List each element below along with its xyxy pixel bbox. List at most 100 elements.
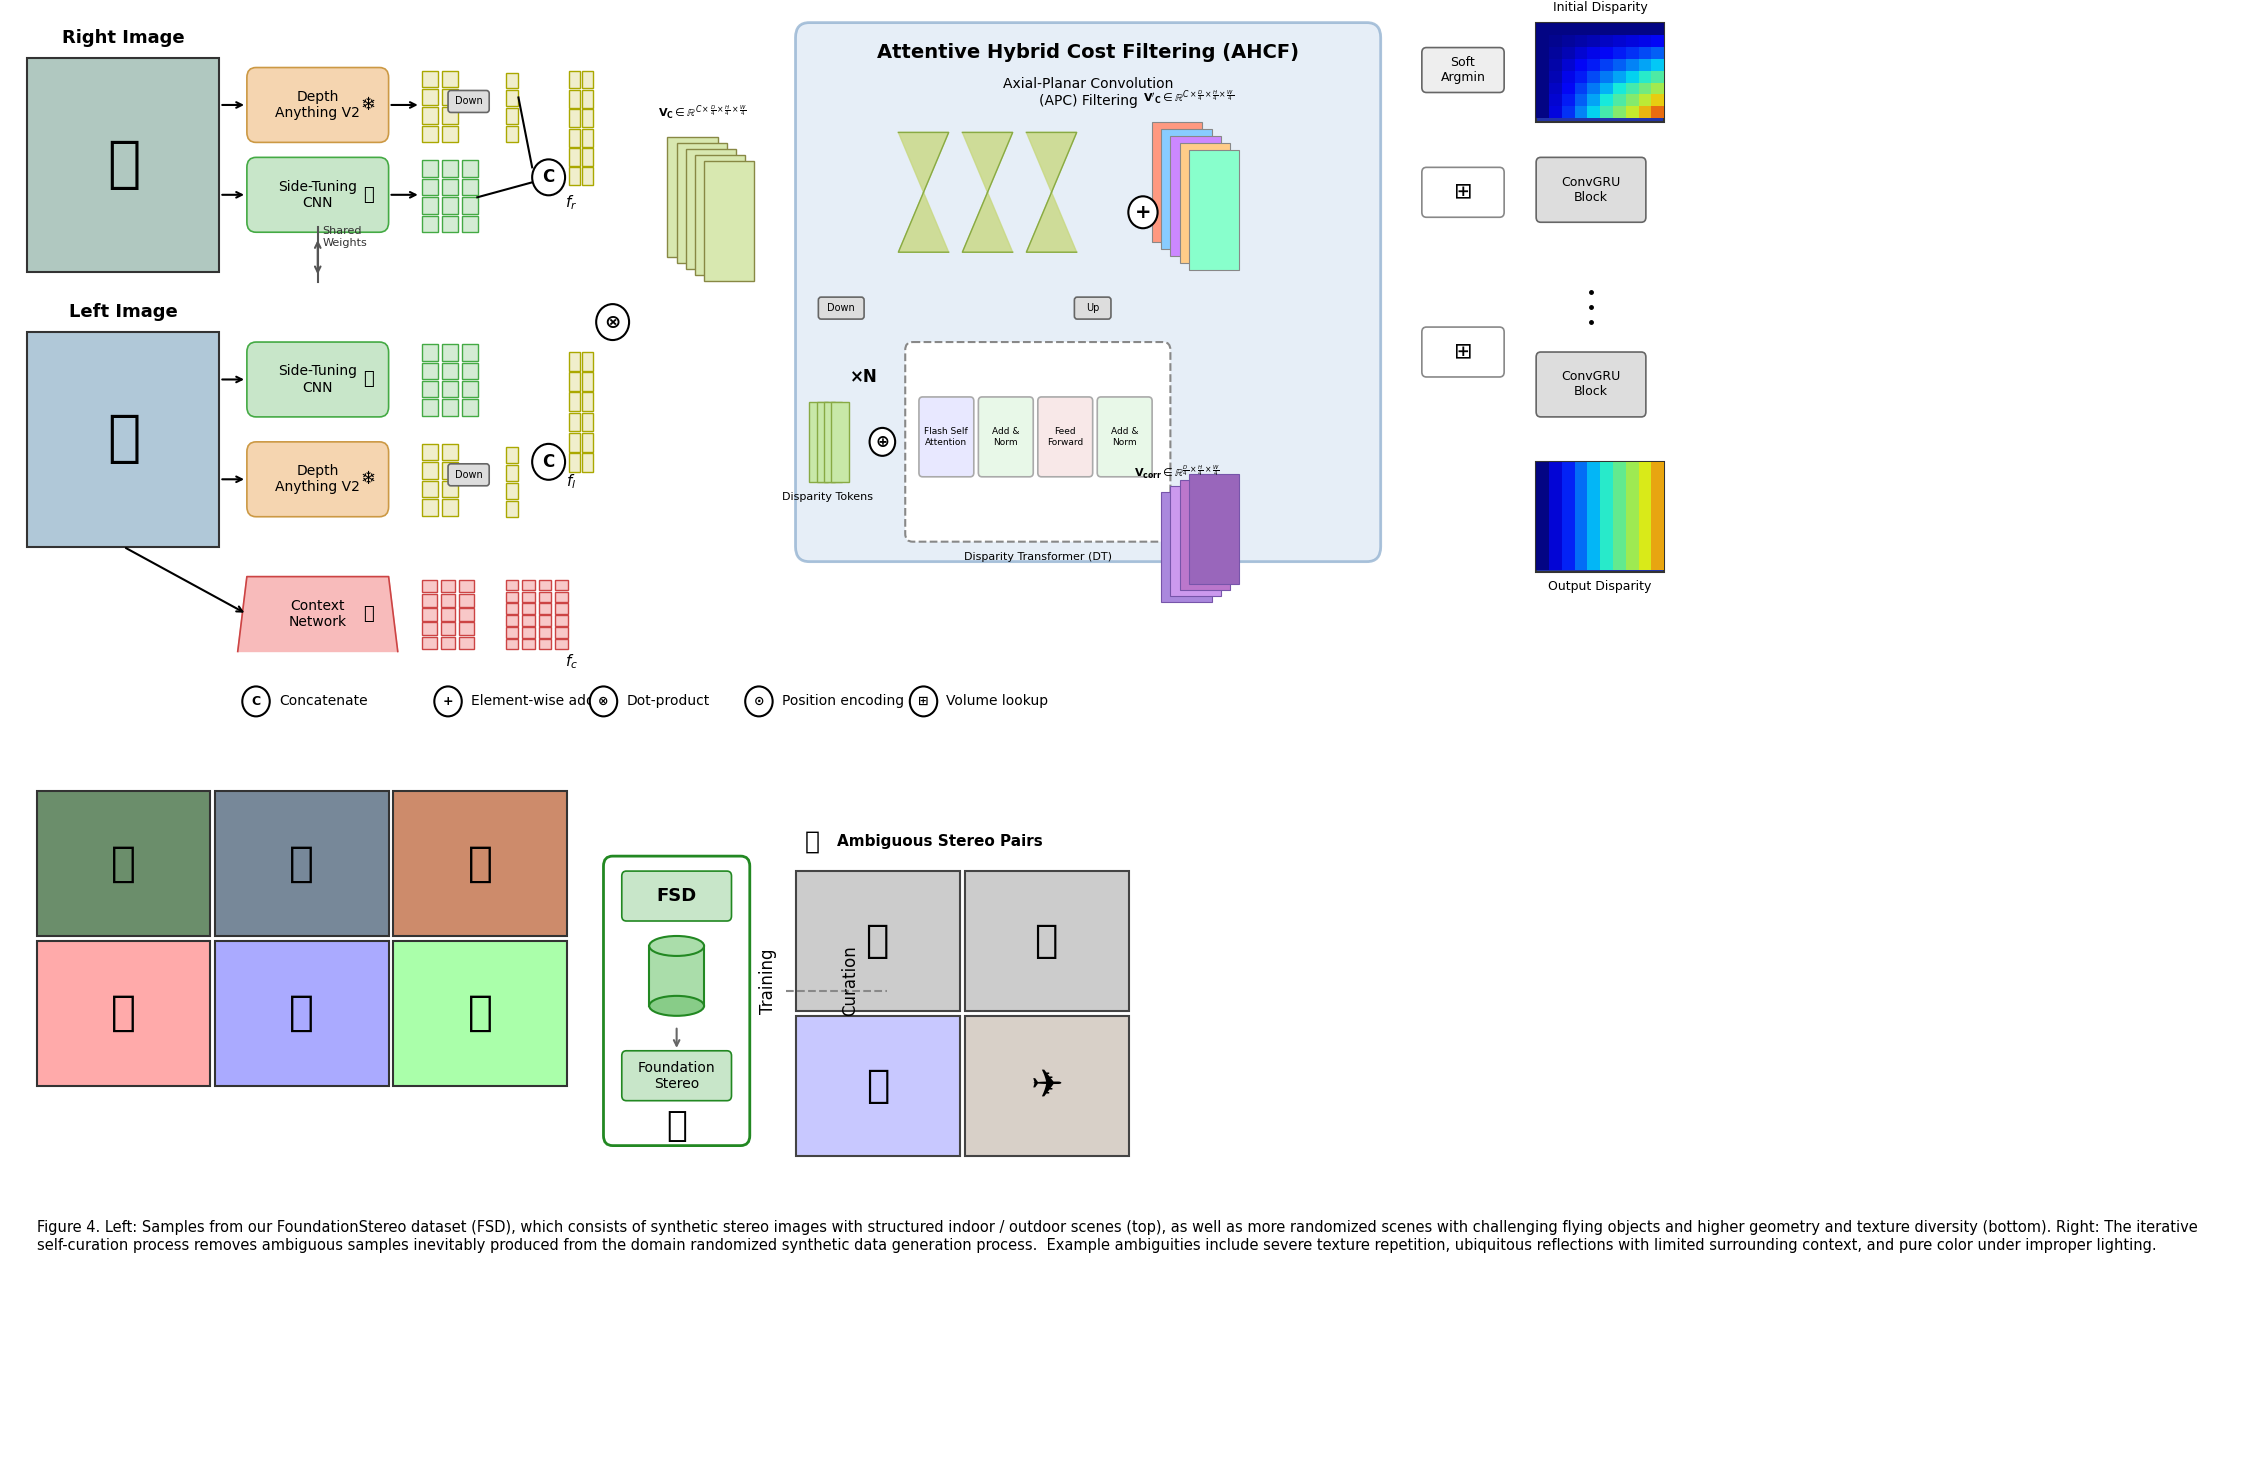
Text: ⊞: ⊞ <box>1454 182 1472 203</box>
Bar <box>422 462 438 479</box>
Text: ConvGRU
Block: ConvGRU Block <box>1562 176 1620 205</box>
Bar <box>1600 46 1613 59</box>
Bar <box>505 126 518 142</box>
Bar <box>554 627 568 637</box>
Bar <box>523 615 534 625</box>
Text: +: + <box>442 695 453 708</box>
Bar <box>1600 34 1613 46</box>
Bar <box>1548 474 1562 486</box>
Bar <box>1600 59 1613 71</box>
Bar <box>440 608 456 621</box>
Text: ✈️: ✈️ <box>1030 1067 1064 1104</box>
Bar <box>1548 510 1562 522</box>
Bar <box>1575 34 1587 46</box>
Bar <box>568 148 579 166</box>
Text: Side-Tuning
CNN: Side-Tuning CNN <box>278 179 357 210</box>
Text: Side-Tuning
CNN: Side-Tuning CNN <box>278 365 357 394</box>
Bar <box>215 941 388 1086</box>
Bar <box>1562 534 1575 545</box>
Text: 〰️: 〰️ <box>866 922 889 960</box>
Bar <box>422 445 438 461</box>
Bar <box>1537 510 1548 522</box>
Bar <box>523 579 534 590</box>
Bar <box>440 579 456 593</box>
Bar <box>505 448 518 462</box>
Text: ×N: ×N <box>850 368 877 385</box>
Bar <box>1600 545 1613 557</box>
FancyBboxPatch shape <box>1423 328 1503 376</box>
Bar <box>1600 95 1613 107</box>
Bar <box>965 1015 1129 1156</box>
Bar <box>1562 59 1575 71</box>
Bar <box>1537 83 1548 95</box>
FancyBboxPatch shape <box>819 296 864 319</box>
Bar <box>1638 83 1652 95</box>
Bar <box>1537 522 1548 534</box>
Bar <box>1562 474 1575 486</box>
FancyBboxPatch shape <box>247 68 388 142</box>
Text: Down: Down <box>456 96 482 107</box>
Bar <box>1652 71 1665 83</box>
Bar <box>581 353 592 370</box>
Bar <box>1600 462 1613 474</box>
Bar <box>1575 83 1587 95</box>
Bar <box>797 871 960 1011</box>
Circle shape <box>909 686 938 716</box>
Bar <box>36 941 211 1086</box>
Bar <box>442 400 458 416</box>
Bar <box>1575 545 1587 557</box>
Bar <box>554 579 568 590</box>
Bar <box>581 393 592 411</box>
Text: ConvGRU
Block: ConvGRU Block <box>1562 370 1620 399</box>
Bar <box>1652 46 1665 59</box>
Bar <box>1587 557 1600 569</box>
Text: Shared
Weights: Shared Weights <box>323 227 368 247</box>
Bar <box>1548 486 1562 498</box>
Bar <box>505 591 518 602</box>
Bar <box>1562 486 1575 498</box>
Bar <box>422 126 438 142</box>
Bar <box>581 110 592 127</box>
Bar <box>1625 59 1638 71</box>
Bar <box>1587 34 1600 46</box>
Text: C: C <box>251 695 260 708</box>
Bar <box>581 453 592 471</box>
Text: Figure 4. Left: Samples from our FoundationStereo dataset (FSD), which consists : Figure 4. Left: Samples from our Foundat… <box>36 1221 2197 1252</box>
Text: Depth
Anything V2: Depth Anything V2 <box>276 464 361 495</box>
Bar <box>27 332 220 547</box>
FancyBboxPatch shape <box>1037 397 1093 477</box>
Bar <box>1638 474 1652 486</box>
Bar <box>1625 545 1638 557</box>
Bar <box>215 791 388 937</box>
Bar <box>1548 46 1562 59</box>
Bar <box>1160 129 1212 249</box>
Text: Position encoding: Position encoding <box>781 695 904 708</box>
Bar <box>1562 510 1575 522</box>
Bar <box>1638 71 1652 83</box>
Bar <box>1548 545 1562 557</box>
Text: Initial Disparity: Initial Disparity <box>1553 1 1647 15</box>
Bar <box>581 167 592 185</box>
Bar <box>1171 136 1221 256</box>
Bar <box>505 603 518 614</box>
Bar <box>460 622 473 636</box>
Text: C: C <box>543 453 554 471</box>
Bar <box>1613 46 1625 59</box>
Bar <box>554 603 568 614</box>
Bar <box>442 344 458 360</box>
Bar <box>460 637 473 649</box>
Bar <box>1613 486 1625 498</box>
Bar <box>1613 498 1625 510</box>
Bar <box>1600 522 1613 534</box>
Bar <box>539 603 552 614</box>
Bar <box>422 71 438 87</box>
Bar <box>568 167 579 185</box>
Text: 🪑: 🪑 <box>108 412 139 467</box>
Bar <box>1587 486 1600 498</box>
Bar <box>1613 534 1625 545</box>
Text: Foundation
Stereo: Foundation Stereo <box>637 1061 716 1091</box>
Text: 🌈: 🌈 <box>467 993 491 1034</box>
Bar <box>1587 522 1600 534</box>
Bar <box>422 160 438 176</box>
Text: 🧠: 🧠 <box>666 1109 687 1143</box>
